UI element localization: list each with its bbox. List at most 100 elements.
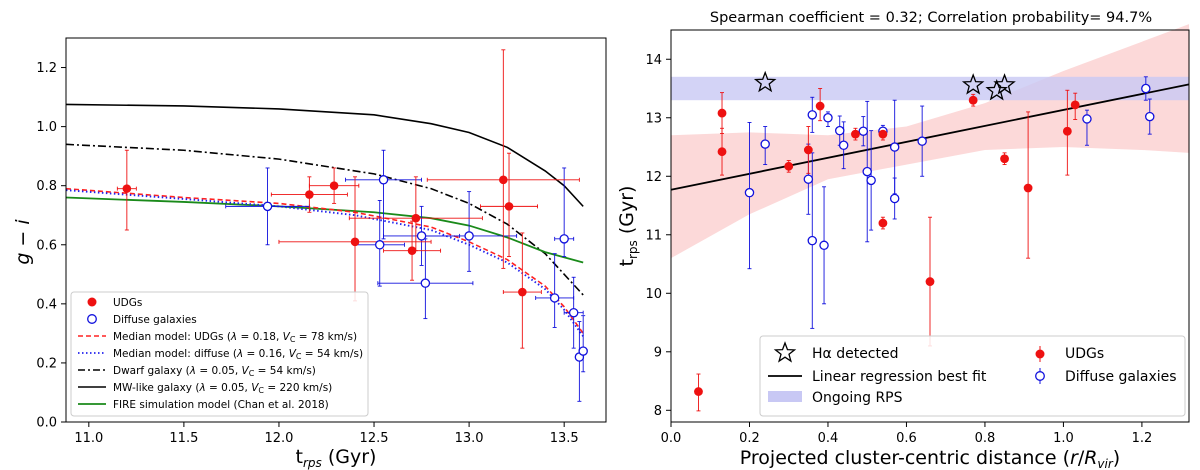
right-legend: Hα detected Linear regression best fit O… [759, 335, 1186, 417]
udg-point [1000, 154, 1009, 164]
data-points [122, 175, 588, 362]
legend-fire-label: FIRE simulation model (Chan et al. 2018) [113, 399, 329, 411]
diffuse-point [862, 166, 872, 177]
diffuse-point [420, 278, 431, 288]
legend-udg-label: UDGs [1065, 346, 1104, 362]
right-ticks: 0.0 0.2 0.4 0.6 0.8 1.0 1.2 8 9 10 11 12 13 14 [645, 53, 1152, 446]
x-tick-label: 0.8 [975, 431, 996, 446]
udg-point [878, 218, 888, 228]
y-tick-label: 0.4 [36, 297, 57, 312]
y-tick-label: 0.6 [36, 238, 57, 253]
left-ylabel: g − i [12, 219, 34, 265]
udg-point [518, 287, 527, 297]
legend-udg-label: UDGs [113, 297, 142, 309]
udg-point [504, 202, 514, 211]
diffuse-point [889, 193, 900, 204]
diffuse-point [378, 175, 389, 185]
udg-point [122, 184, 132, 193]
udg-point [350, 237, 360, 247]
legend-fit-label: Linear regression best fit [812, 369, 987, 385]
legend-udg-marker [1035, 349, 1045, 359]
udg-point [815, 101, 825, 111]
x-tick-label: 13.0 [455, 431, 484, 446]
x-tick-label: 0.0 [661, 431, 682, 446]
diffuse-point [1141, 83, 1151, 94]
udg-point [925, 277, 935, 286]
ongoing-rps-band [671, 76, 1189, 101]
x-tick-label: 11.5 [169, 431, 198, 446]
diffuse-point [838, 140, 849, 151]
y-tick-label: 14 [645, 53, 662, 68]
diffuse-point [760, 139, 770, 149]
y-tick-label: 9 [654, 345, 662, 360]
diffuse-point [578, 346, 588, 356]
halpha-star [993, 73, 1016, 95]
right-panel: 0.0 0.2 0.4 0.6 0.8 1.0 1.2 8 9 10 11 12 13 14 Spearm… [616, 10, 1190, 470]
x-tick-label: 0.4 [818, 431, 839, 446]
right-xlabel: Projected cluster-centric distance (r/Rv… [740, 447, 1120, 470]
legend-median-diffuse-label: Median model: diffuse (λ = 0.16, VC = 54… [113, 348, 363, 361]
x-tick-label: 0.2 [739, 431, 760, 446]
curve-median_diffuse [65, 189, 584, 337]
diffuse-point [416, 231, 427, 241]
udg-point [717, 108, 727, 118]
legend-rps-label: Ongoing RPS [812, 390, 903, 406]
diffuse-point [807, 235, 818, 246]
udg-point [411, 213, 421, 223]
data-points [694, 83, 1155, 396]
legend-mw-label: MW-like galaxy (λ = 0.05, VC = 220 km/s) [113, 382, 332, 395]
shaded-bands [671, 24, 1189, 259]
y-tick-label: 1.0 [36, 120, 57, 135]
legend-halpha-marker [773, 341, 797, 363]
curve-mw [65, 103, 584, 207]
diffuse-point [549, 293, 560, 303]
y-tick-label: 0.2 [36, 356, 57, 371]
diffuse-point [374, 240, 385, 250]
curve-median_udg [65, 187, 584, 334]
left-panel: 11.0 11.5 12.0 12.5 13.0 13.5 0.0 0.2 0.4 0.6 0.8 1… [12, 37, 607, 470]
x-tick-label: 1.2 [1132, 431, 1153, 446]
udg-point [1070, 100, 1080, 110]
diffuse-point [1082, 114, 1092, 124]
legend-diffuse-marker [87, 314, 97, 324]
legend-dwarf-label: Dwarf galaxy (λ = 0.05, VC = 54 km/s) [113, 365, 316, 378]
x-tick-label: 12.5 [360, 431, 389, 446]
udg-point [407, 246, 417, 255]
diffuse-point [834, 125, 845, 136]
diffuse-point [464, 231, 474, 241]
x-tick-label: 1.0 [1053, 431, 1074, 446]
left-xlabel: trps (Gyr) [296, 446, 377, 470]
legend-rps-patch [768, 391, 802, 402]
right-title: Spearman coefficient = 0.32; Correlation… [710, 10, 1152, 26]
y-tick-label: 0.0 [36, 416, 57, 431]
right-ylabel: trps (Gyr) [616, 186, 640, 267]
left-legend-box [70, 291, 369, 417]
y-tick-label: 8 [654, 404, 662, 419]
diffuse-point [823, 113, 833, 123]
legend-median-udg-label: Median model: UDGs (λ = 0.18, VC = 78 km… [113, 331, 357, 344]
halpha-stars [753, 70, 1016, 101]
halpha-star [961, 73, 985, 95]
x-tick-label: 0.6 [896, 431, 917, 446]
y-tick-label: 0.8 [36, 179, 57, 194]
udg-point [851, 129, 860, 139]
y-tick-label: 11 [645, 228, 662, 243]
y-tick-label: 12 [645, 170, 662, 185]
udg-point [784, 161, 794, 171]
udg-point [717, 147, 727, 157]
halpha-star [985, 78, 1008, 101]
diffuse-point [889, 142, 900, 152]
x-tick-label: 12.0 [264, 431, 293, 446]
halpha-star [753, 70, 777, 93]
legend-diffuse-label: Diffuse galaxies [113, 314, 197, 326]
diffuse-point [744, 187, 755, 198]
left-plot-frame [65, 37, 607, 423]
udg-point [305, 190, 314, 199]
diffuse-point [803, 174, 814, 184]
udg-point [968, 95, 978, 105]
udg-point [694, 387, 703, 396]
diffuse-point [819, 240, 829, 251]
udg-point [329, 181, 339, 190]
y-tick-label: 1.2 [36, 61, 57, 76]
